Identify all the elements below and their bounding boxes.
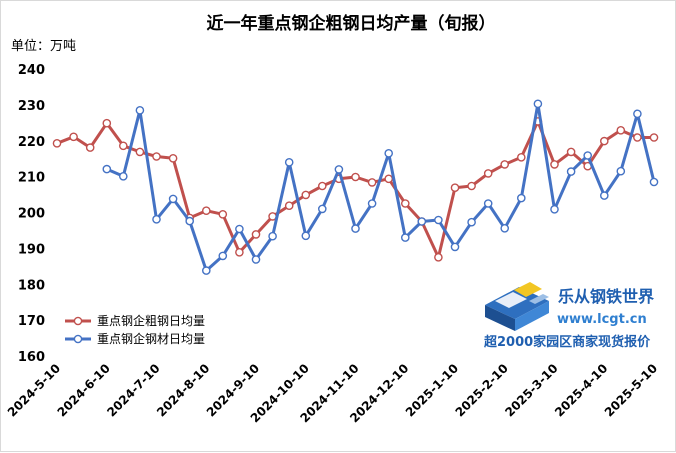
legend-label-steel-products: 重点钢企钢材日均量 xyxy=(97,331,205,346)
data-point xyxy=(434,252,443,262)
legend-item-steel-products: 重点钢企钢材日均量 xyxy=(65,331,205,346)
data-point xyxy=(583,151,593,160)
data-point xyxy=(483,199,493,208)
data-point xyxy=(102,118,112,128)
legend-label-crude-steel: 重点钢企粗钢日均量 xyxy=(97,313,205,328)
data-point xyxy=(69,132,78,142)
data-point xyxy=(367,199,377,208)
data-point xyxy=(301,231,311,241)
data-point xyxy=(566,147,576,157)
series-line xyxy=(106,102,656,273)
data-point xyxy=(334,165,344,174)
data-point xyxy=(367,178,377,187)
data-point xyxy=(450,242,460,252)
data-point xyxy=(566,167,576,176)
data-point xyxy=(550,204,559,214)
unit-label: 单位：万吨 xyxy=(11,39,76,54)
data-point xyxy=(633,133,642,142)
chart-title: 近一年重点钢企粗钢日均产量（旬报） xyxy=(207,13,496,34)
data-point xyxy=(185,216,194,226)
data-point xyxy=(317,204,327,214)
data-point xyxy=(85,143,95,152)
data-point xyxy=(317,181,327,191)
data-point xyxy=(201,206,211,215)
data-point xyxy=(135,147,145,157)
y-tick-label: 200 xyxy=(18,207,45,222)
x-axis: 2024-5-102024-6-102024-7-102024-8-102024… xyxy=(5,361,660,425)
data-point xyxy=(517,193,526,203)
data-point xyxy=(450,183,460,192)
y-tick-label: 190 xyxy=(18,242,45,257)
legend-marker-steel-products xyxy=(73,334,83,344)
data-point xyxy=(119,141,128,151)
data-point xyxy=(384,148,394,158)
data-point xyxy=(400,233,410,242)
y-axis: 160 170 180 190 200 210 220 230 240 xyxy=(18,63,45,365)
data-point xyxy=(235,224,244,234)
data-point xyxy=(600,136,609,146)
data-point xyxy=(649,177,659,187)
data-point xyxy=(649,133,659,142)
data-point xyxy=(550,160,559,169)
data-point xyxy=(483,169,493,178)
y-tick-label: 240 xyxy=(18,63,45,78)
data-point xyxy=(218,209,228,219)
data-point xyxy=(52,138,62,148)
y-tick-label: 230 xyxy=(18,99,45,114)
legend: 重点钢企粗钢日均量 重点钢企钢材日均量 xyxy=(65,313,205,346)
watermark-url: www.lcgt.cn xyxy=(557,312,647,327)
series-1 xyxy=(102,99,659,275)
watermark: 乐从钢铁世界 www.lcgt.cn 超2000家园区商家现货报价 xyxy=(484,282,654,350)
data-point xyxy=(384,174,394,184)
y-tick-label: 210 xyxy=(18,171,45,186)
data-point xyxy=(251,230,261,239)
watermark-title: 乐从钢铁世界 xyxy=(558,287,654,306)
y-tick-label: 180 xyxy=(18,278,45,293)
data-point xyxy=(500,160,510,169)
data-point xyxy=(500,223,510,233)
data-point xyxy=(102,164,112,174)
data-point xyxy=(235,247,244,257)
watermark-slogan: 超2000家园区商家现货报价 xyxy=(484,334,651,350)
y-tick-label: 160 xyxy=(18,350,45,365)
y-tick-label: 220 xyxy=(18,135,45,150)
data-point xyxy=(301,190,311,200)
data-point xyxy=(251,255,261,264)
data-point xyxy=(633,109,642,119)
data-point xyxy=(616,126,626,135)
data-point xyxy=(467,217,476,227)
data-point xyxy=(600,191,609,200)
data-point xyxy=(201,266,211,275)
data-point xyxy=(434,215,443,225)
data-point xyxy=(284,157,294,167)
data-point xyxy=(533,99,543,109)
data-point xyxy=(218,251,228,261)
data-point xyxy=(152,214,161,224)
data-point xyxy=(268,231,277,241)
data-point xyxy=(351,224,360,233)
data-point xyxy=(417,217,427,226)
data-point xyxy=(119,171,128,181)
data-point xyxy=(517,152,526,162)
data-point xyxy=(400,199,410,208)
data-point xyxy=(351,172,360,182)
data-point xyxy=(168,153,178,163)
data-point xyxy=(467,181,476,191)
data-point xyxy=(616,166,626,176)
legend-marker-crude-steel xyxy=(73,316,83,326)
y-tick-label: 170 xyxy=(18,314,45,329)
data-point xyxy=(135,106,145,115)
series-layer xyxy=(52,99,659,275)
x-tick-label: 2025-5-10 xyxy=(602,361,660,419)
data-point xyxy=(152,152,161,161)
legend-item-crude-steel: 重点钢企粗钢日均量 xyxy=(65,313,205,328)
data-point xyxy=(284,201,294,210)
watermark-logo-icon xyxy=(485,282,549,331)
data-point xyxy=(168,194,178,204)
